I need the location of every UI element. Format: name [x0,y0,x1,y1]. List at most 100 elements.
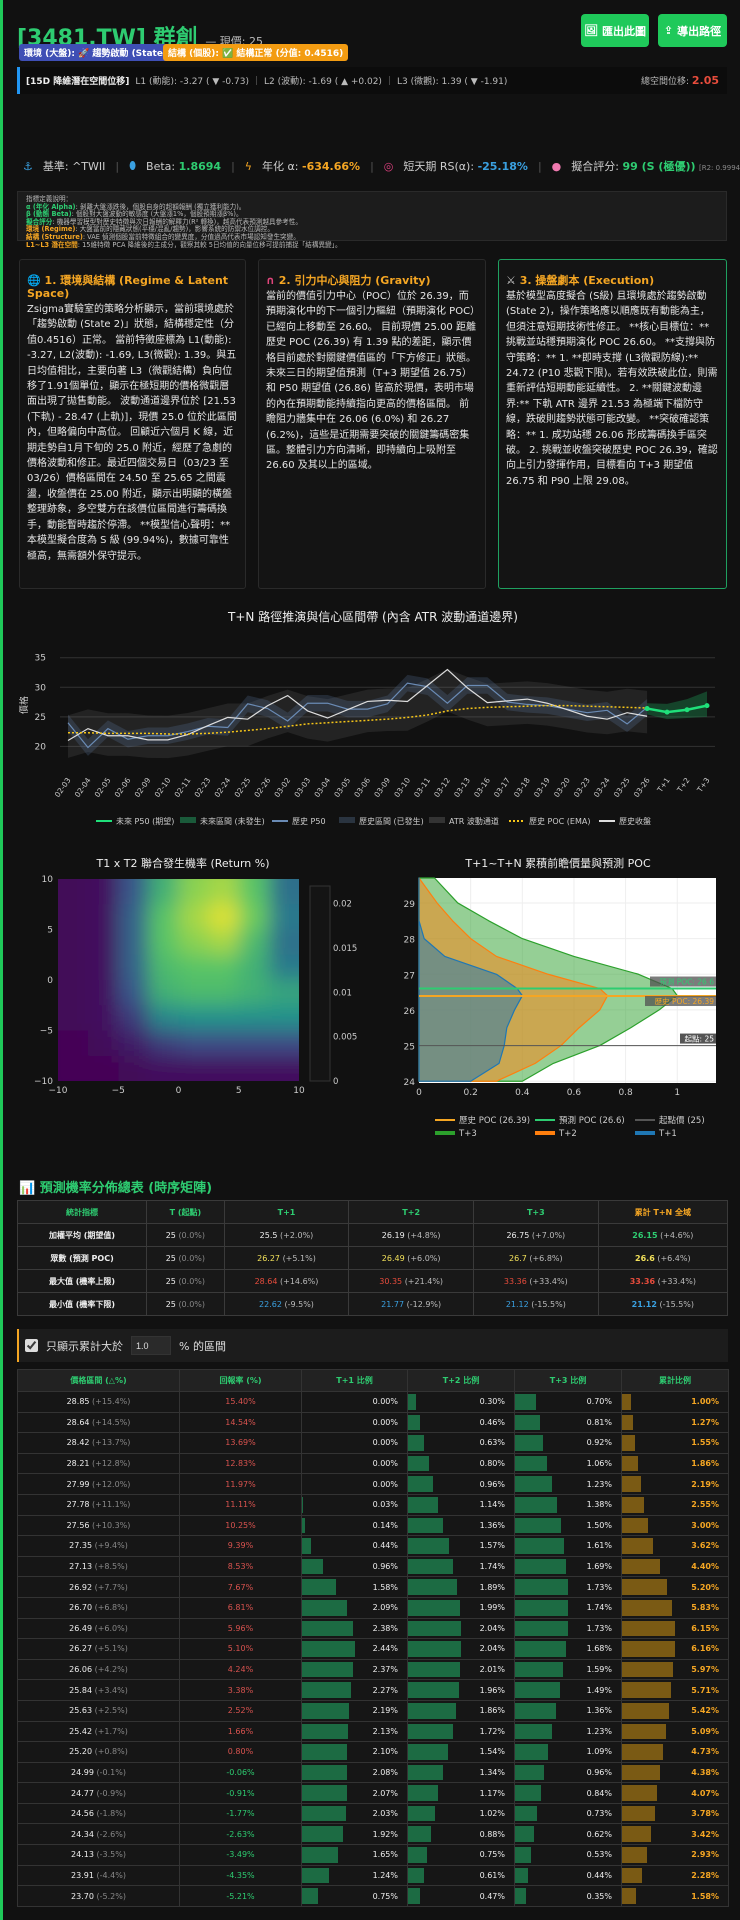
ratio-cell: 2.37% [301,1658,408,1681]
heatmap-cell [238,1055,270,1081]
heatmap-cell [238,1030,270,1057]
ratio-bar [622,1435,636,1451]
filter-bar: 只顯示累計大於 % 的區間 [17,1329,728,1362]
ratio-value: 1.74% [586,1603,612,1613]
ratio-bar [515,1661,564,1678]
ratio-value: 0.14% [372,1520,398,1530]
threshold-input[interactable] [131,1336,171,1355]
ratio-value: 2.93% [691,1850,719,1860]
export-path-button[interactable]: ⇪ 導出路徑 [658,14,727,47]
return-rate: -2.63% [179,1823,302,1846]
summary-cell: 21.12 (-15.5%) [472,1292,599,1316]
ratio-value: 5.20% [691,1582,719,1592]
ratio-cell: 0.44% [514,1864,622,1887]
ratio-bar [622,1702,669,1719]
ratio-bar [515,1805,538,1822]
cell-value: 28.64 [254,1276,278,1286]
x-tick-label: 03-10 [392,776,412,799]
total-shift-label: 總空間位移: [640,77,689,87]
return-rate: 5.96% [179,1617,302,1640]
ratio-cell: 0.88% [407,1823,515,1846]
cell-change: (+33.4%) [657,1276,696,1286]
ratio-bar [302,1785,347,1801]
export-chart-button[interactable]: 🖼 匯出此圖 [581,14,649,47]
x-tick-label: 0.4 [515,1088,530,1098]
price-change: (+12.8%) [92,1459,131,1469]
definition-item: 環境 (Regime): 大盤當前的隱藏狀態(平穩/混亂/趨勢)，影響系統的防禦… [26,226,718,234]
ratio-cell: 0.35% [514,1885,622,1907]
cell-change: (-12.9%) [406,1299,442,1309]
price-range: 27.56 (+10.3%) [17,1514,180,1537]
heatmap-cell [208,904,240,931]
cell-value: 21.12 [505,1299,529,1309]
price: 26.92 [69,1582,93,1592]
x-tick-label: 03-13 [452,776,472,799]
ratio-bar [515,1517,561,1534]
ratio-cell: 2.07% [301,1782,408,1804]
ratio-cell: 0.92% [514,1432,622,1454]
x-tick-label: 03-16 [472,776,492,799]
price-range: 27.13 (+8.5%) [17,1555,180,1578]
summary-header: T+2 [348,1200,474,1224]
ratio-value: 1.02% [479,1809,505,1819]
summary-cell: 26.19 (+4.8%) [348,1223,474,1247]
cumulative-filter-checkbox[interactable] [25,1339,38,1352]
table-row: 最大值 (機率上限) 25 (0.0%) 28.64 (+14.6%) 30.35 (… [16,1269,729,1293]
ratio-value: 1.38% [586,1500,612,1510]
return-rate: 11.11% [179,1493,302,1516]
price-range: 26.70 (+6.8%) [17,1596,180,1619]
definition-text: : 個股對大盤波動的敏感度 (大盤漲1%，個股預期漲β%)。 [71,210,243,219]
upload-icon: ⇪ [663,24,674,37]
image-icon: 🖼 [584,24,598,37]
ratio-value: 2.04% [479,1644,505,1654]
heatmap-cell [118,980,150,1007]
latent-l2: L2 (波動): -1.69 ( ▲ +0.02) [264,77,382,87]
ratio-value: 1.34% [479,1767,505,1777]
heatmap-cells [58,879,299,1081]
heatmap-cell [118,904,150,931]
ratio-cell: 6.15% [621,1617,729,1640]
cell-value: 33.36 [629,1276,656,1286]
ratio-bar [408,1702,457,1719]
table-row: 25.20 (+0.8%) 0.80% 2.10% 1.54% 1.09% 4.73% [17,1741,729,1763]
ratio-value: 1.89% [479,1582,505,1592]
table-row: 27.56 (+10.3%) 10.25% 0.14% 1.36% 1.50% 3.00% [17,1514,729,1537]
heatmap-cell [88,929,120,956]
ratio-bar [515,1599,568,1616]
ratio-bar [515,1579,568,1595]
ratio-bar [302,1744,348,1760]
lightning-icon: ϟ [244,159,253,173]
ratio-bar [302,1888,319,1904]
summary-cell: 26.75 (+7.0%) [472,1223,599,1247]
ratio-value: 4.07% [691,1788,719,1798]
y-axis-label: 價格 [18,696,30,714]
ratio-value: 1.72% [479,1726,505,1736]
x-tick-label: 02-06 [113,776,133,799]
ratio-value: 0.00% [372,1438,398,1448]
ratio-cell: 2.19% [301,1699,408,1722]
ratio-cell: 5.83% [621,1596,729,1619]
ratio-cell: 1.74% [514,1596,622,1619]
dist-header: 回報率 (%) [179,1369,302,1392]
ratio-bar [302,1764,347,1781]
price: 24.99 [71,1767,94,1777]
price: 25.42 [69,1726,93,1736]
ratio-bar [408,1620,461,1637]
ratio-bar [622,1476,641,1492]
price: 25.20 [69,1747,93,1757]
ratio-value: 0.88% [479,1829,505,1839]
price-range: 26.06 (+4.2%) [17,1658,180,1681]
ratio-value: 2.10% [372,1747,398,1757]
ratio-cell: 1.06% [514,1452,622,1475]
ratio-cell: 0.75% [407,1844,515,1866]
price: 26.27 [69,1644,93,1654]
ratio-value: 1.00% [691,1397,719,1407]
price-change: (+13.7%) [92,1438,131,1448]
heatmap-cell [88,1030,120,1057]
y-tick-label: 20 [35,742,47,752]
ratio-cell: 4.73% [621,1741,729,1763]
heatmap-cell [178,929,210,956]
anchor-icon: ⚓ [23,159,33,173]
ratio-bar [302,1558,323,1575]
dist-header: T+2 比例 [407,1369,515,1392]
